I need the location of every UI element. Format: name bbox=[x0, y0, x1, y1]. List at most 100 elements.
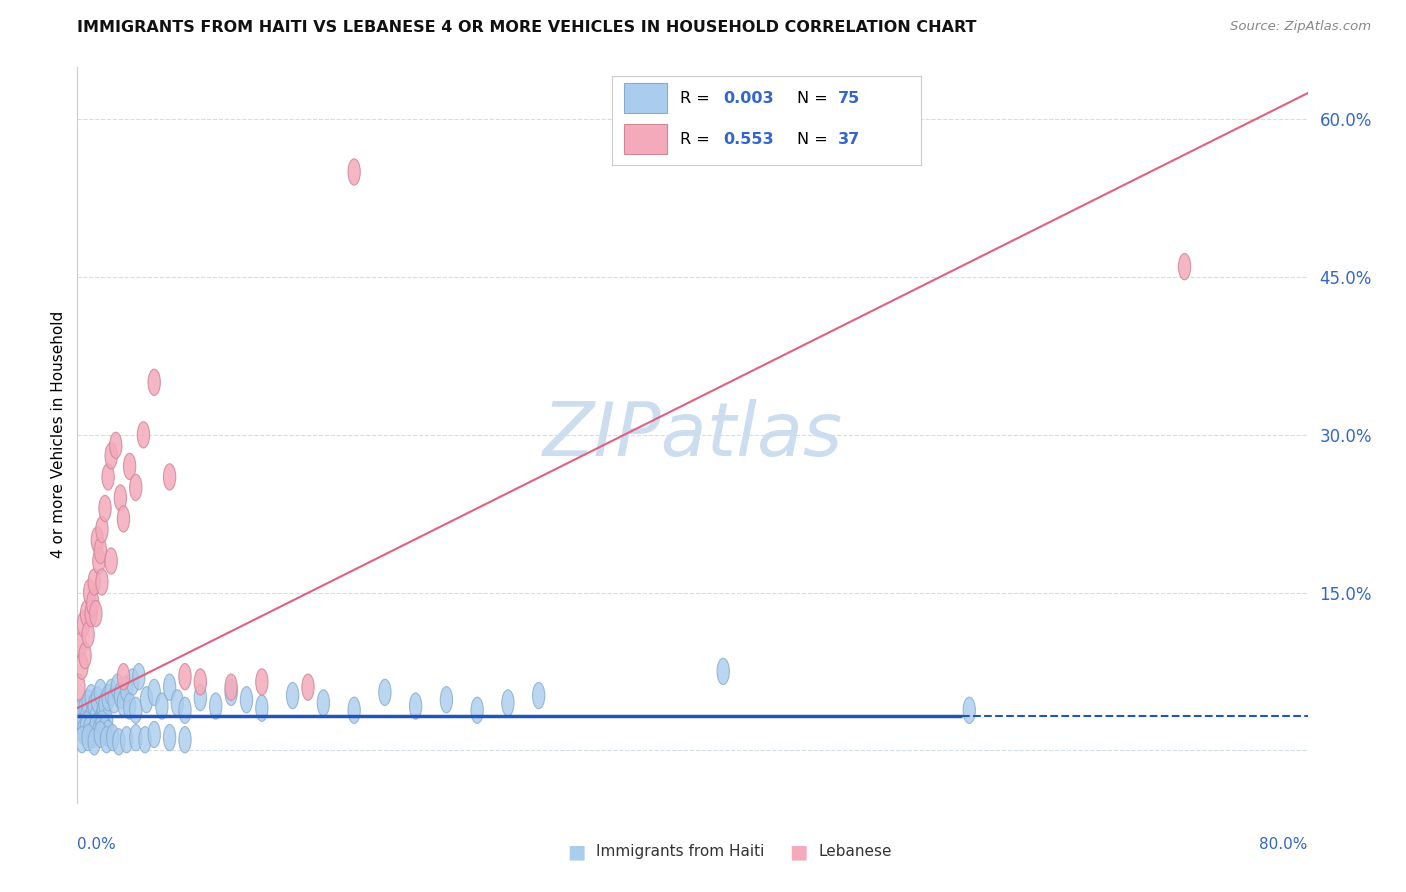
Ellipse shape bbox=[96, 704, 108, 730]
Ellipse shape bbox=[105, 442, 117, 469]
Ellipse shape bbox=[129, 724, 142, 751]
Text: Lebanese: Lebanese bbox=[818, 845, 891, 859]
Bar bbox=[624, 124, 668, 154]
Ellipse shape bbox=[77, 611, 90, 637]
Ellipse shape bbox=[117, 506, 129, 533]
Ellipse shape bbox=[83, 580, 96, 606]
Ellipse shape bbox=[100, 707, 112, 734]
Ellipse shape bbox=[127, 669, 139, 695]
Ellipse shape bbox=[77, 711, 90, 737]
Ellipse shape bbox=[172, 690, 183, 716]
Text: 80.0%: 80.0% bbox=[1260, 837, 1308, 852]
Ellipse shape bbox=[98, 495, 111, 522]
Ellipse shape bbox=[256, 695, 269, 722]
Ellipse shape bbox=[114, 682, 127, 709]
Ellipse shape bbox=[79, 695, 91, 722]
Ellipse shape bbox=[83, 707, 96, 734]
Ellipse shape bbox=[110, 433, 122, 458]
Ellipse shape bbox=[91, 527, 104, 553]
Ellipse shape bbox=[89, 693, 100, 719]
Ellipse shape bbox=[179, 698, 191, 723]
Ellipse shape bbox=[378, 680, 391, 706]
Ellipse shape bbox=[107, 724, 120, 751]
Ellipse shape bbox=[225, 680, 238, 706]
Ellipse shape bbox=[76, 727, 89, 753]
Ellipse shape bbox=[124, 693, 136, 719]
Ellipse shape bbox=[179, 664, 191, 690]
Ellipse shape bbox=[75, 706, 87, 731]
Text: N =: N = bbox=[797, 132, 834, 146]
Text: N =: N = bbox=[797, 91, 834, 105]
Y-axis label: 4 or more Vehicles in Household: 4 or more Vehicles in Household bbox=[51, 311, 66, 558]
Ellipse shape bbox=[117, 664, 129, 690]
Ellipse shape bbox=[90, 600, 103, 627]
Ellipse shape bbox=[87, 590, 98, 616]
Ellipse shape bbox=[302, 674, 314, 700]
Text: Immigrants from Haiti: Immigrants from Haiti bbox=[596, 845, 765, 859]
Ellipse shape bbox=[96, 516, 108, 542]
Ellipse shape bbox=[82, 724, 94, 751]
Ellipse shape bbox=[82, 690, 94, 716]
Ellipse shape bbox=[89, 729, 100, 755]
Ellipse shape bbox=[91, 687, 104, 713]
Ellipse shape bbox=[194, 684, 207, 711]
Ellipse shape bbox=[409, 693, 422, 719]
Text: 0.0%: 0.0% bbox=[77, 837, 117, 852]
Text: ■: ■ bbox=[567, 842, 586, 862]
Text: ZIPatlas: ZIPatlas bbox=[543, 399, 842, 471]
Ellipse shape bbox=[87, 722, 98, 747]
Ellipse shape bbox=[84, 600, 97, 627]
Ellipse shape bbox=[148, 722, 160, 747]
Ellipse shape bbox=[80, 600, 93, 627]
Ellipse shape bbox=[75, 714, 87, 740]
Ellipse shape bbox=[80, 712, 93, 739]
Text: IMMIGRANTS FROM HAITI VS LEBANESE 4 OR MORE VEHICLES IN HOUSEHOLD CORRELATION CH: IMMIGRANTS FROM HAITI VS LEBANESE 4 OR M… bbox=[77, 20, 977, 35]
Ellipse shape bbox=[98, 690, 111, 717]
Ellipse shape bbox=[80, 704, 93, 730]
Ellipse shape bbox=[79, 642, 91, 669]
Ellipse shape bbox=[121, 727, 132, 753]
Ellipse shape bbox=[240, 687, 253, 713]
Ellipse shape bbox=[90, 714, 103, 740]
Ellipse shape bbox=[209, 693, 222, 719]
Ellipse shape bbox=[96, 569, 108, 595]
Ellipse shape bbox=[105, 548, 117, 574]
Text: ■: ■ bbox=[789, 842, 808, 862]
Ellipse shape bbox=[111, 674, 124, 700]
Bar bbox=[624, 83, 668, 113]
Ellipse shape bbox=[129, 475, 142, 500]
Ellipse shape bbox=[73, 700, 84, 727]
Ellipse shape bbox=[75, 632, 87, 658]
Ellipse shape bbox=[1178, 253, 1191, 280]
Text: 37: 37 bbox=[838, 132, 859, 146]
Ellipse shape bbox=[225, 674, 238, 700]
Ellipse shape bbox=[105, 680, 117, 706]
Ellipse shape bbox=[94, 722, 107, 747]
Text: R =: R = bbox=[679, 132, 714, 146]
Ellipse shape bbox=[139, 727, 152, 753]
Ellipse shape bbox=[98, 716, 111, 742]
Ellipse shape bbox=[76, 698, 89, 723]
Ellipse shape bbox=[179, 727, 191, 753]
Ellipse shape bbox=[84, 684, 97, 711]
Ellipse shape bbox=[108, 687, 121, 713]
Ellipse shape bbox=[129, 698, 142, 723]
Ellipse shape bbox=[94, 680, 107, 706]
Ellipse shape bbox=[93, 718, 105, 745]
Ellipse shape bbox=[717, 658, 730, 684]
Ellipse shape bbox=[94, 537, 107, 564]
Ellipse shape bbox=[533, 682, 546, 709]
Ellipse shape bbox=[194, 669, 207, 695]
Ellipse shape bbox=[163, 464, 176, 490]
Ellipse shape bbox=[103, 684, 114, 711]
Ellipse shape bbox=[163, 724, 176, 751]
Ellipse shape bbox=[287, 682, 299, 709]
Ellipse shape bbox=[124, 453, 136, 480]
Text: 0.003: 0.003 bbox=[723, 91, 773, 105]
Ellipse shape bbox=[112, 729, 125, 755]
Ellipse shape bbox=[148, 369, 160, 395]
Ellipse shape bbox=[87, 700, 98, 727]
Text: Source: ZipAtlas.com: Source: ZipAtlas.com bbox=[1230, 20, 1371, 33]
Ellipse shape bbox=[76, 653, 89, 680]
Ellipse shape bbox=[82, 622, 94, 648]
